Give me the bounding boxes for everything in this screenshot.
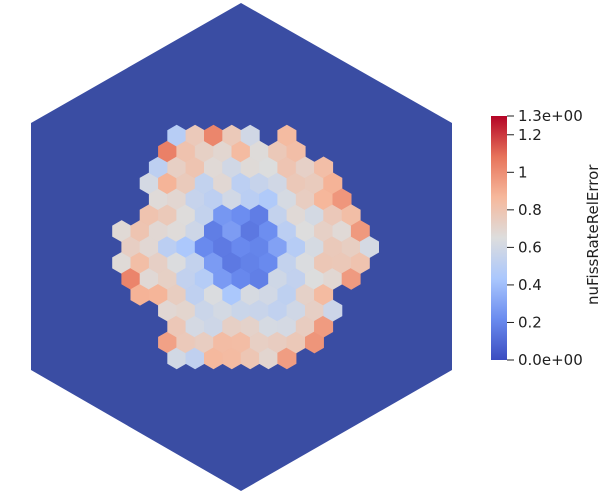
legend-tick-label: 0.6: [518, 238, 542, 256]
legend-tick-label: 0.8: [518, 201, 542, 219]
colorbar: [491, 116, 507, 360]
legend-tick-label: 1: [518, 163, 528, 181]
colorbar-ticks: 1.2 1 0.8 0.6 0.4 0.2: [507, 115, 542, 361]
legend-tick-label: 0.2: [518, 313, 542, 331]
legend-min-label: 0.0e+00: [518, 351, 583, 369]
assembly-cell: [359, 236, 380, 258]
legend-title: nuFissRateRelError: [584, 164, 602, 305]
legend-tick-label: 0.4: [518, 276, 542, 294]
assembly-cell: [323, 299, 343, 322]
legend-max-label: 1.3e+00: [518, 107, 583, 125]
color-legend: 1.2 1 0.8 0.6 0.4 0.2 1.3e+00 0.0e+00 nuFissR…: [491, 107, 602, 369]
assembly-grid: [112, 124, 380, 370]
legend-tick-label: 1.2: [518, 126, 542, 144]
